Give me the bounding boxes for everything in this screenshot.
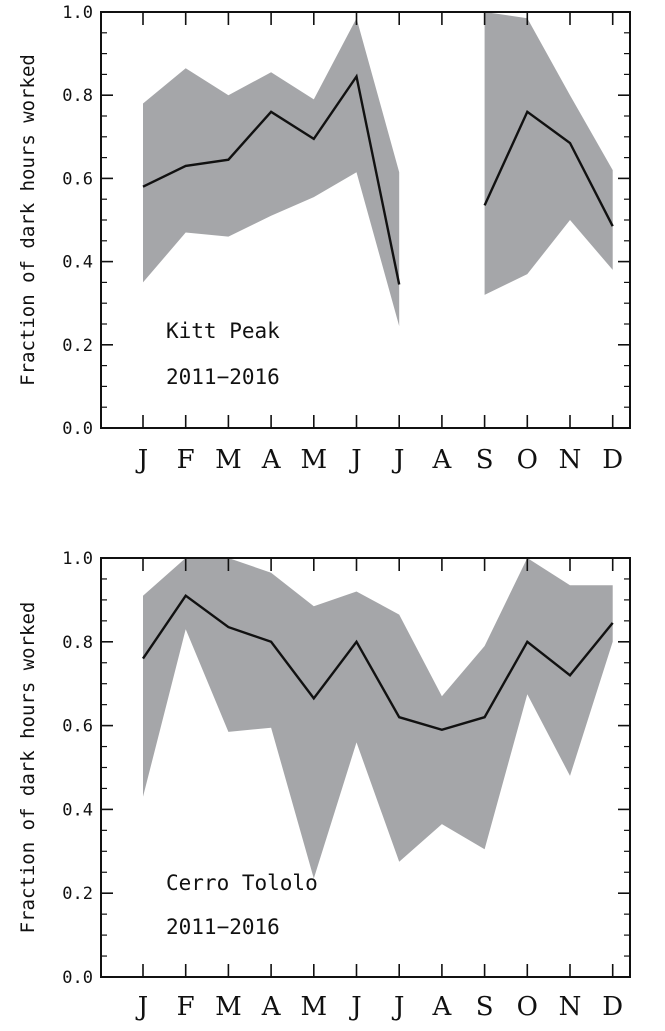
mean-line-1 (142, 73, 401, 285)
month-label-1: J (135, 445, 148, 475)
month-label-8: A (432, 445, 453, 475)
month-label-2: F (177, 992, 195, 1022)
month-label-4: A (261, 445, 282, 475)
y-tick-label: 0.8 (62, 633, 93, 653)
month-label-2: F (177, 445, 195, 475)
y-tick-label: 0.6 (62, 169, 93, 189)
range-band-1 (143, 18, 400, 327)
month-label-7: J (391, 992, 404, 1022)
y-tick-label: 0.2 (62, 336, 93, 356)
month-label-10: O (517, 992, 538, 1022)
y-axis-label: Fraction of dark hours worked (17, 602, 39, 934)
y-tick-label: 1.0 (62, 549, 93, 569)
year-range-label: 2011−2016 (166, 365, 280, 389)
year-range-label: 2011−2016 (166, 915, 280, 939)
month-label-11: N (559, 992, 582, 1022)
month-label-12: D (602, 992, 623, 1022)
y-tick-label: 0.4 (62, 800, 93, 820)
month-label-12: D (602, 445, 623, 475)
plot-area (142, 558, 614, 879)
month-label-5: M (300, 992, 327, 1022)
month-label-9: S (476, 992, 494, 1022)
y-tick-label: 0.8 (62, 86, 93, 106)
y-tick-label: 0.0 (62, 419, 93, 439)
month-label-10: O (517, 445, 538, 475)
month-label-3: M (215, 992, 242, 1022)
mean-line-2 (483, 109, 614, 227)
month-label-6: J (348, 992, 361, 1022)
site-name-label: Cerro Tololo (166, 871, 318, 895)
month-label-9: S (476, 445, 494, 475)
month-label-4: A (261, 992, 282, 1022)
month-label-1: J (135, 992, 148, 1022)
month-label-8: A (432, 992, 453, 1022)
plot-area (142, 12, 614, 327)
range-band-1 (143, 558, 613, 879)
month-label-7: J (391, 445, 404, 475)
range-band-2 (484, 12, 613, 295)
month-label-3: M (215, 445, 242, 475)
y-axis-label: Fraction of dark hours worked (17, 54, 39, 386)
mean-line-1 (142, 593, 614, 732)
site-name-label: Kitt Peak (166, 319, 280, 343)
month-label-5: M (300, 445, 327, 475)
y-tick-label: 0.0 (62, 968, 93, 988)
y-tick-label: 0.2 (62, 884, 93, 904)
y-tick-label: 0.4 (62, 253, 93, 273)
month-label-6: J (348, 445, 361, 475)
y-tick-label: 0.6 (62, 717, 93, 737)
y-tick-label: 1.0 (62, 3, 93, 23)
month-label-11: N (559, 445, 582, 475)
